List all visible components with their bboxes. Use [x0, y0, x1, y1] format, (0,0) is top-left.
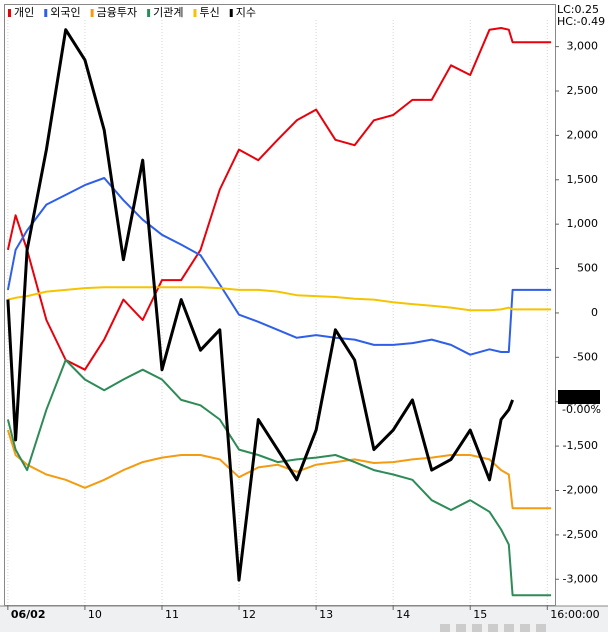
legend-swatch — [8, 9, 11, 17]
y-tick-label: -1,500 — [563, 439, 598, 452]
legend-swatch — [44, 9, 48, 17]
annotation: -0.00% — [562, 403, 601, 416]
y-tick-label: 3,000 — [567, 40, 599, 53]
y-tick-label: 1,000 — [567, 217, 599, 230]
plot-frame — [4, 4, 556, 606]
x-tick-label: 16:00:00 — [550, 608, 599, 621]
series-line — [6, 27, 552, 371]
x-tick-label: 10 — [88, 608, 102, 621]
y-tick-label: 500 — [577, 262, 598, 275]
legend-swatch — [90, 9, 94, 17]
legend-label: 지수 — [236, 6, 256, 19]
legend-label: 기관계 — [153, 6, 183, 19]
y-tick-label: 2,000 — [567, 128, 599, 141]
series-line — [6, 359, 552, 597]
series-line — [6, 429, 552, 510]
legend-swatch — [229, 9, 233, 17]
toolbar-icons — [440, 624, 546, 632]
y-tick-label: 2,500 — [567, 84, 599, 97]
legend-label: 외국인 — [50, 6, 80, 19]
x-tick-label: 14 — [396, 608, 410, 621]
y-tick-label: -2,500 — [563, 528, 598, 541]
legend-label: 개인 — [14, 6, 34, 19]
x-tick-label: 06/02 — [11, 608, 46, 621]
x-tick-label: 15 — [473, 608, 487, 621]
legend-label: 투신 — [199, 6, 219, 19]
annotation: 3,224 — [562, 390, 594, 403]
series-line — [7, 286, 552, 312]
legend-swatch — [193, 9, 197, 17]
legend-label: 금융투자 — [97, 6, 137, 19]
y-tick-label: 0 — [591, 306, 598, 319]
x-tick-label: 11 — [165, 608, 179, 621]
y-tick-label: -500 — [573, 350, 598, 363]
x-tick-label: 12 — [242, 608, 256, 621]
annotation: LC:0.25 — [557, 3, 599, 16]
annotation: HC:-0.49 — [557, 15, 605, 28]
series-line — [6, 28, 514, 582]
x-tick-label: 13 — [319, 608, 333, 621]
legend-swatch — [147, 9, 151, 17]
last-value-box — [558, 390, 600, 404]
series-line — [6, 177, 552, 356]
y-tick-label: -3,000 — [563, 572, 598, 585]
y-tick-label: -2,000 — [563, 483, 598, 496]
y-tick-label: 1,500 — [567, 173, 599, 186]
